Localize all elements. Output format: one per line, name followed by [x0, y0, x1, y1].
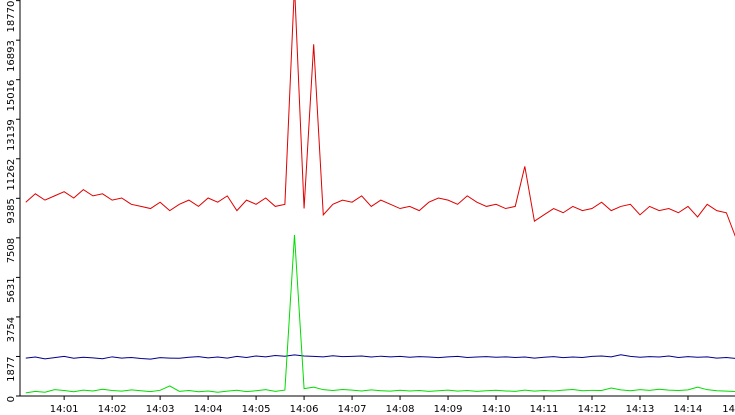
x-tick-label: 14:02	[98, 404, 127, 415]
x-tick-label: 14:03	[146, 404, 175, 415]
y-tick-label: 11262	[6, 159, 17, 191]
y-tick-label: 13139	[6, 119, 17, 151]
y-tick-label: 3754	[6, 317, 17, 342]
x-tick-label: 14:06	[290, 404, 319, 415]
y-tick-label: 0	[6, 396, 17, 402]
x-tick-label: 14:07	[338, 404, 367, 415]
x-tick-label: 14:05	[242, 404, 271, 415]
x-tick-label: 14:12	[578, 404, 607, 415]
y-tick-label: 9385	[6, 198, 17, 223]
x-tick-label: 14:14	[674, 404, 703, 415]
y-tick-label: 7508	[6, 238, 17, 263]
line-series	[25, 0, 735, 237]
y-tick-label: 5631	[6, 277, 17, 302]
y-tick-label: 15016	[6, 80, 17, 112]
x-tick-label: 14:09	[434, 404, 463, 415]
line-series	[25, 354, 735, 360]
x-tick-label: 14:13	[626, 404, 655, 415]
y-tick-label: 16893	[6, 40, 17, 72]
x-tick-label: 14:11	[530, 404, 559, 415]
y-tick-label: 18770	[6, 1, 17, 33]
y-tick-label: 1877	[6, 356, 17, 381]
x-tick-label: 14:04	[194, 404, 223, 415]
line-series	[25, 234, 735, 394]
x-tick-label: 14:08	[386, 404, 415, 415]
x-tick-label: 14	[722, 404, 735, 415]
x-tick-label: 14:10	[482, 404, 511, 415]
x-tick-label: 14:01	[50, 404, 79, 415]
